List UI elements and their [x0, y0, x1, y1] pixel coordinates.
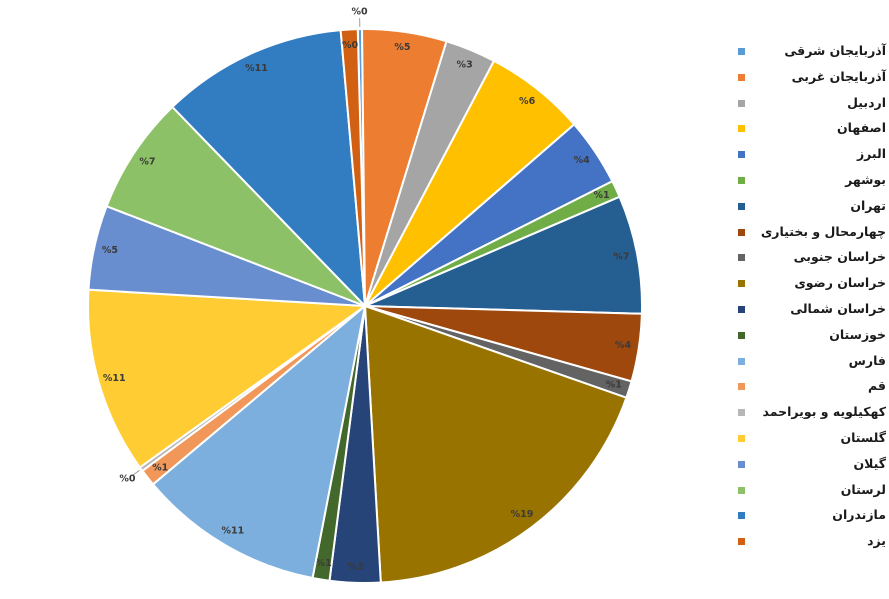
data-label: %1 — [315, 558, 331, 569]
data-label: %4 — [615, 340, 632, 351]
pie-slice — [87, 288, 368, 469]
legend-marker — [738, 486, 745, 494]
legend-marker — [738, 99, 745, 107]
data-label: %0 — [119, 474, 136, 485]
data-label: %5 — [394, 42, 410, 53]
legend-label: البرز — [856, 146, 886, 162]
legend-label: گیلان — [853, 455, 886, 471]
legend-item: خوزستان — [736, 324, 886, 350]
legend-label: چهارمحال و بختیاری — [760, 223, 886, 239]
legend-item: مازندران — [736, 504, 886, 530]
legend-label: گلستان — [840, 429, 886, 445]
data-label: %0 — [352, 7, 369, 18]
pie-slice — [170, 28, 367, 309]
pie-slice — [363, 304, 628, 584]
legend-marker — [738, 125, 745, 133]
legend: آذربایجان شرقی آذربایجان غربی اردبیل اصفهان… — [736, 40, 886, 556]
legend-item: فارس — [736, 350, 886, 376]
legend-marker — [738, 254, 745, 262]
legend-item: اردبیل — [736, 92, 886, 118]
legend-marker — [738, 512, 745, 520]
legend-marker — [738, 383, 745, 391]
legend-item: خراسان شمالی — [736, 298, 886, 324]
data-label: %0 — [342, 40, 359, 51]
legend-marker — [738, 305, 745, 313]
legend-label: یزد — [867, 533, 886, 549]
pie-chart: %0 %5 %3 %6 %4 %1 %7 %4 %1 %19 %3 %1 %11 %1 %0 %11 %5 %7%… — [87, 7, 643, 584]
legend-item: آذربایجان شرقی — [736, 40, 886, 66]
legend-label: آذربایجان غربی — [791, 68, 886, 84]
legend-label: مازندران — [832, 507, 886, 523]
legend-label: تهران — [850, 197, 886, 213]
legend-item: خراسان جنوبی — [736, 246, 886, 272]
pie-slice — [364, 195, 643, 315]
legend-marker — [738, 176, 745, 184]
data-label: %6 — [519, 96, 536, 107]
legend-item: آذربایجان غربی — [736, 66, 886, 92]
legend-marker — [738, 409, 745, 417]
legend-label: اصفهان — [837, 120, 886, 136]
legend-marker — [738, 48, 745, 55]
data-label: %3 — [348, 561, 364, 572]
legend-label: خوزستان — [829, 326, 886, 342]
legend-item: لرستان — [736, 479, 886, 505]
leader-line — [132, 469, 140, 476]
legend-item: تهران — [736, 195, 886, 221]
legend-label: خراسان جنوبی — [793, 249, 886, 265]
legend-marker — [738, 202, 745, 210]
data-label: %1 — [152, 462, 168, 473]
data-label: %5 — [102, 245, 118, 256]
pie-slice — [105, 105, 366, 307]
legend-item: اصفهان — [736, 117, 886, 143]
legend-marker — [738, 460, 745, 468]
legend-item: البرز — [736, 143, 886, 169]
legend-label: آذربایجان شرقی — [784, 43, 886, 58]
legend-label: خراسان رضوی — [794, 275, 886, 291]
legend-item: خراسان رضوی — [736, 272, 886, 298]
legend-marker — [738, 280, 745, 288]
legend-item: کهکیلویه و بویراحمد — [736, 401, 886, 427]
legend-item: چهارمحال و بختیاری — [736, 221, 886, 247]
data-label: %1 — [593, 190, 609, 201]
legend-item: گیلان — [736, 453, 886, 479]
legend-marker — [738, 357, 745, 365]
legend-label: بوشهر — [845, 171, 886, 187]
legend-item: بوشهر — [736, 169, 886, 195]
data-label: %7 — [139, 156, 155, 167]
data-label: %1 — [606, 379, 622, 390]
legend-label: فارس — [848, 352, 886, 368]
data-label: %19 — [511, 509, 534, 520]
legend-item: یزد — [736, 530, 886, 556]
pie-slice — [151, 303, 367, 580]
data-label: %7 — [613, 252, 629, 263]
legend-item: گلستان — [736, 427, 886, 453]
legend-marker — [738, 331, 745, 339]
legend-marker — [738, 73, 745, 81]
legend-marker — [738, 151, 745, 159]
data-label: %11 — [245, 63, 268, 74]
data-label: %11 — [221, 526, 244, 537]
legend-marker — [738, 434, 745, 442]
legend-item: قم — [736, 375, 886, 401]
legend-label: قم — [868, 378, 886, 394]
data-label: %4 — [574, 155, 591, 166]
legend-label: اردبیل — [847, 94, 886, 110]
legend-marker — [738, 538, 745, 546]
legend-label: کهکیلویه و بویراحمد — [762, 404, 886, 420]
legend-marker — [738, 228, 745, 236]
data-label: %3 — [457, 59, 473, 70]
legend-label: خراسان شمالی — [790, 300, 886, 316]
data-label: %11 — [103, 373, 126, 384]
pie-slice — [339, 28, 366, 307]
legend-label: لرستان — [840, 481, 886, 497]
